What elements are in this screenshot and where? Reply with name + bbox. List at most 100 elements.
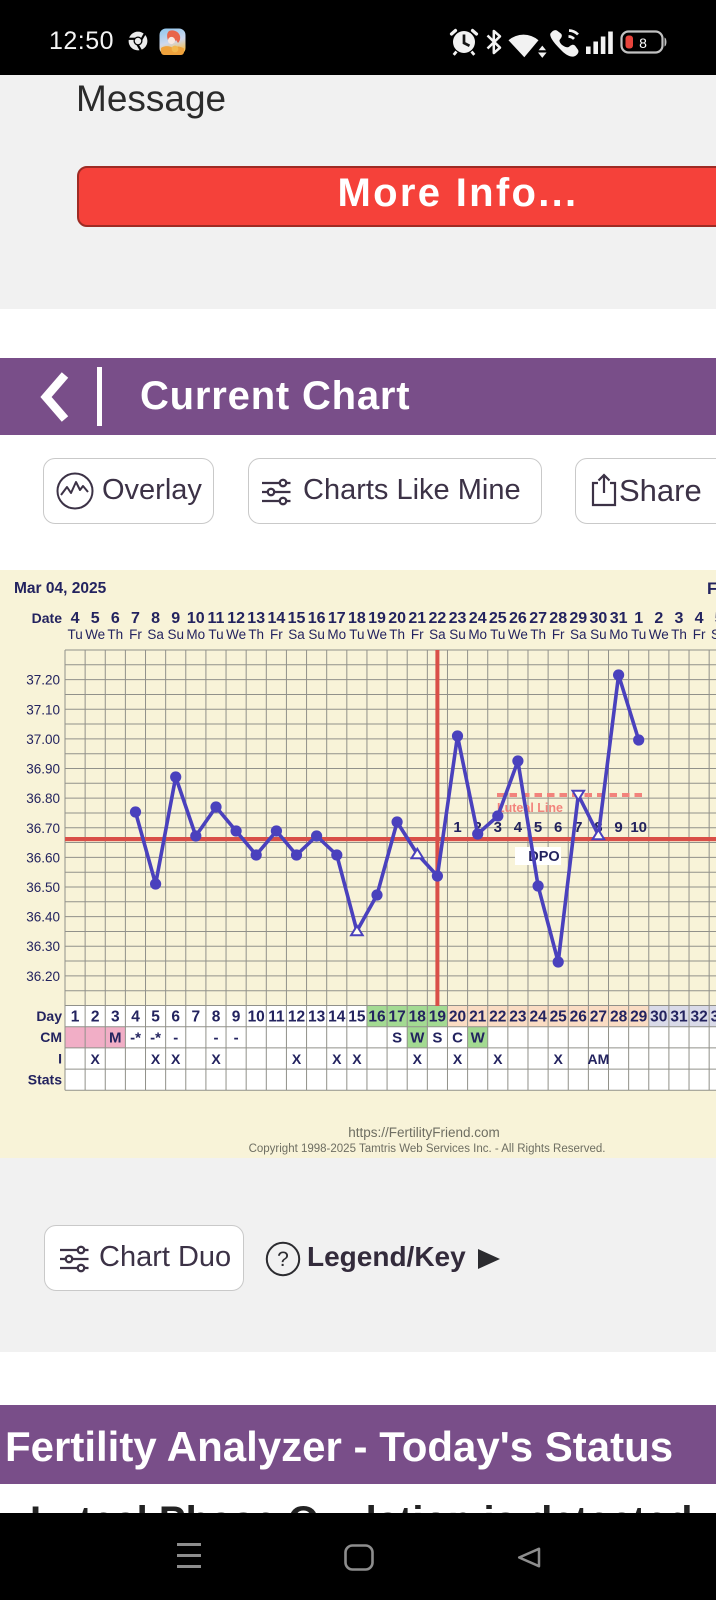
svg-text:24: 24 [529,1008,547,1025]
svg-text:-: - [234,1030,239,1047]
svg-text:36.50: 36.50 [26,880,60,895]
svg-text:X: X [493,1051,503,1067]
svg-text:36.60: 36.60 [26,850,60,865]
svg-text:?: ? [277,1248,289,1271]
svg-text:X: X [332,1051,342,1067]
svg-text:19: 19 [368,610,386,627]
svg-text:Su: Su [308,627,325,642]
svg-text:22: 22 [489,1008,506,1025]
svg-text:4: 4 [514,819,523,836]
svg-text:26: 26 [509,610,527,627]
svg-text:4: 4 [695,610,704,627]
svg-text:-: - [173,1030,178,1047]
svg-text:11: 11 [268,1008,285,1025]
svg-text:X: X [352,1051,362,1067]
svg-text:-*: -* [130,1030,141,1047]
svg-text:X: X [292,1051,302,1067]
svg-text:14: 14 [328,1008,346,1025]
svg-text:31: 31 [610,610,628,627]
svg-text:Stats: Stats [28,1072,62,1088]
svg-text:21: 21 [408,610,426,627]
svg-text:Sa: Sa [288,627,305,642]
svg-text:7: 7 [191,1008,200,1025]
svg-text:10: 10 [248,1008,265,1025]
svg-text:12: 12 [288,1008,305,1025]
svg-text:AM: AM [588,1051,610,1067]
svg-text:Day: Day [36,1008,62,1024]
svg-text:10: 10 [630,819,647,836]
svg-text:3: 3 [494,819,502,836]
svg-text:X: X [91,1051,101,1067]
svg-text:36.70: 36.70 [26,821,60,836]
svg-text:I: I [58,1050,62,1066]
svg-text:F: F [707,579,716,598]
svg-text:Luteal Line: Luteal Line [497,801,563,815]
svg-text:36.90: 36.90 [26,762,60,777]
svg-text:30: 30 [650,1008,667,1025]
svg-text:3: 3 [675,610,684,627]
svg-text:Fr: Fr [693,627,706,642]
svg-text:18: 18 [348,610,366,627]
svg-text:M: M [109,1030,122,1047]
svg-text:X: X [453,1051,463,1067]
svg-text:21: 21 [469,1008,487,1025]
svg-text:Th: Th [671,627,687,642]
svg-text:19: 19 [429,1008,447,1025]
svg-text:Su: Su [449,627,466,642]
svg-text:36.20: 36.20 [26,969,60,984]
svg-text:14: 14 [268,610,286,627]
svg-text:Sa: Sa [570,627,587,642]
svg-text:C: C [452,1030,463,1047]
svg-text:15: 15 [348,1008,366,1025]
svg-text:6: 6 [554,819,562,836]
svg-text:We: We [85,627,105,642]
svg-text:4: 4 [71,610,80,627]
svg-text:X: X [413,1051,423,1067]
svg-text:16: 16 [368,1008,386,1025]
svg-text:Th: Th [530,627,546,642]
svg-text:Su: Su [167,627,184,642]
svg-text:Th: Th [107,627,123,642]
svg-text:26: 26 [570,1008,588,1025]
svg-text:Sa: Sa [147,627,164,642]
svg-text:4: 4 [131,1008,140,1025]
svg-text:24: 24 [469,610,487,627]
svg-text:6: 6 [111,610,120,627]
svg-text:17: 17 [328,610,346,627]
svg-text:Mo: Mo [468,627,487,642]
svg-text:7: 7 [574,819,582,836]
svg-text:1: 1 [71,1008,80,1025]
svg-text:8: 8 [212,1008,221,1025]
svg-text:23: 23 [509,1008,527,1025]
svg-text:Fr: Fr [129,627,142,642]
svg-text:36.80: 36.80 [26,791,60,806]
svg-text:Tu: Tu [208,627,223,642]
svg-text:32: 32 [690,1008,707,1025]
svg-text:Tu: Tu [67,627,82,642]
svg-text:Su: Su [590,627,607,642]
svg-text:10: 10 [187,610,205,627]
svg-text:Mo: Mo [186,627,205,642]
svg-text:1: 1 [453,819,461,836]
svg-text:Mo: Mo [609,627,628,642]
svg-text:28: 28 [549,610,567,627]
svg-text:27: 27 [590,1008,607,1025]
svg-text:2: 2 [91,1008,100,1025]
svg-text:We: We [226,627,246,642]
svg-text:30: 30 [590,610,608,627]
svg-text:5: 5 [534,819,542,836]
svg-text:5: 5 [715,610,716,627]
svg-text:Copyright 1998-2025 Tamtris We: Copyright 1998-2025 Tamtris Web Services… [249,1143,606,1155]
svg-text:Tu: Tu [349,627,364,642]
svg-text:Fr: Fr [552,627,565,642]
svg-text:13: 13 [308,1008,326,1025]
svg-text:CM: CM [40,1029,62,1045]
svg-text:Fr: Fr [411,627,424,642]
svg-text:Tu: Tu [631,627,646,642]
svg-text:17: 17 [388,1008,405,1025]
svg-text:18: 18 [409,1008,427,1025]
svg-text:Mar 04, 2025: Mar 04, 2025 [14,580,107,597]
svg-text:23: 23 [449,610,467,627]
svg-text:Tu: Tu [490,627,505,642]
svg-text:We: We [649,627,669,642]
